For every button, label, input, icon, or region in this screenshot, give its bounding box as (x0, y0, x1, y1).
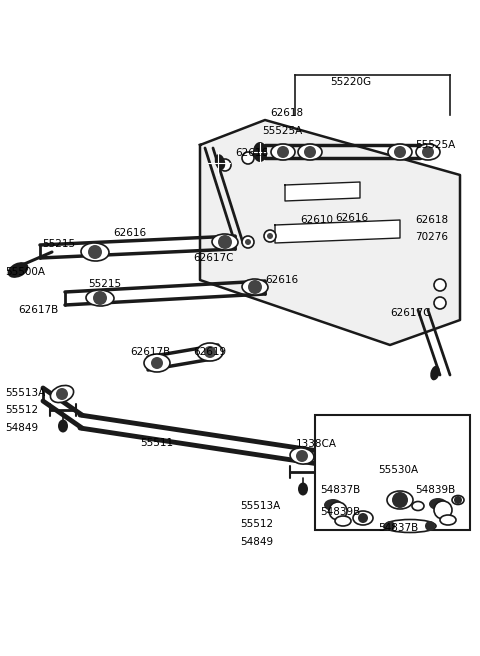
Text: 55513A: 55513A (5, 388, 45, 398)
Ellipse shape (242, 279, 268, 295)
Ellipse shape (429, 498, 447, 510)
Circle shape (219, 159, 231, 171)
FancyBboxPatch shape (315, 415, 470, 530)
Ellipse shape (298, 483, 308, 495)
Text: 54849: 54849 (240, 537, 273, 547)
Ellipse shape (58, 419, 68, 432)
Ellipse shape (335, 516, 351, 526)
Ellipse shape (8, 262, 28, 278)
Ellipse shape (412, 501, 424, 510)
Text: 62616: 62616 (335, 213, 368, 223)
Circle shape (335, 453, 345, 463)
Circle shape (329, 502, 347, 520)
Ellipse shape (215, 154, 225, 170)
Ellipse shape (430, 365, 440, 380)
Text: 1338CA: 1338CA (296, 439, 337, 449)
Ellipse shape (452, 495, 464, 504)
Circle shape (204, 346, 216, 358)
Circle shape (277, 146, 289, 158)
Circle shape (434, 297, 446, 309)
Ellipse shape (388, 144, 412, 160)
Ellipse shape (416, 144, 440, 160)
Circle shape (248, 280, 262, 294)
Text: 54849: 54849 (5, 423, 38, 433)
Circle shape (454, 496, 462, 504)
Polygon shape (200, 120, 460, 345)
Text: 55512: 55512 (240, 519, 273, 529)
Text: 62617C: 62617C (390, 308, 431, 318)
Text: 55215: 55215 (42, 239, 75, 249)
Circle shape (394, 146, 406, 158)
Circle shape (434, 279, 446, 291)
Text: 55511: 55511 (140, 438, 173, 448)
Ellipse shape (197, 343, 223, 361)
Ellipse shape (298, 144, 322, 160)
Ellipse shape (387, 491, 413, 509)
Ellipse shape (81, 243, 109, 261)
Circle shape (385, 521, 395, 531)
Text: 54839B: 54839B (415, 485, 455, 495)
Circle shape (242, 152, 254, 164)
Ellipse shape (253, 142, 267, 162)
Text: 55525A: 55525A (262, 126, 302, 136)
Circle shape (337, 455, 343, 461)
Ellipse shape (353, 511, 373, 525)
Text: 55512: 55512 (5, 405, 38, 415)
Circle shape (151, 357, 163, 369)
Ellipse shape (50, 386, 73, 403)
Ellipse shape (271, 144, 295, 160)
Circle shape (425, 521, 435, 531)
Circle shape (218, 235, 232, 249)
Circle shape (242, 236, 254, 248)
Circle shape (93, 291, 107, 305)
Polygon shape (285, 182, 360, 201)
Ellipse shape (440, 515, 456, 525)
Ellipse shape (144, 354, 170, 372)
Text: 62617B: 62617B (130, 347, 170, 357)
Text: 62616: 62616 (265, 275, 298, 285)
Text: 54839B: 54839B (320, 507, 360, 517)
Ellipse shape (384, 520, 436, 533)
Circle shape (56, 388, 68, 400)
Text: 62616: 62616 (113, 228, 146, 238)
Circle shape (245, 239, 251, 245)
Circle shape (434, 501, 452, 519)
Circle shape (296, 450, 308, 462)
Ellipse shape (212, 234, 238, 250)
Ellipse shape (290, 448, 314, 464)
Text: 62610: 62610 (300, 215, 333, 225)
Circle shape (267, 233, 273, 239)
Circle shape (88, 245, 102, 259)
Text: 55525A: 55525A (415, 140, 455, 150)
Circle shape (264, 230, 276, 242)
Text: 62617C: 62617C (193, 253, 233, 263)
Circle shape (422, 146, 434, 158)
Text: 62617B: 62617B (18, 305, 58, 315)
Text: 54837B: 54837B (320, 485, 360, 495)
Text: 62618: 62618 (270, 108, 303, 118)
Text: 55215: 55215 (88, 279, 121, 289)
Circle shape (392, 492, 408, 508)
Text: 62616: 62616 (235, 148, 268, 158)
Text: 55513A: 55513A (240, 501, 280, 511)
Circle shape (358, 513, 368, 523)
Text: 54837B: 54837B (378, 523, 418, 533)
Text: 55500A: 55500A (5, 267, 45, 277)
Circle shape (304, 146, 316, 158)
Text: 62619: 62619 (193, 347, 226, 357)
Ellipse shape (86, 290, 114, 306)
Polygon shape (275, 220, 400, 243)
Text: 55530A: 55530A (378, 465, 418, 475)
Text: 70276: 70276 (415, 232, 448, 242)
Text: 62618: 62618 (415, 215, 448, 225)
Ellipse shape (324, 499, 342, 511)
Text: 55220G: 55220G (330, 77, 371, 87)
